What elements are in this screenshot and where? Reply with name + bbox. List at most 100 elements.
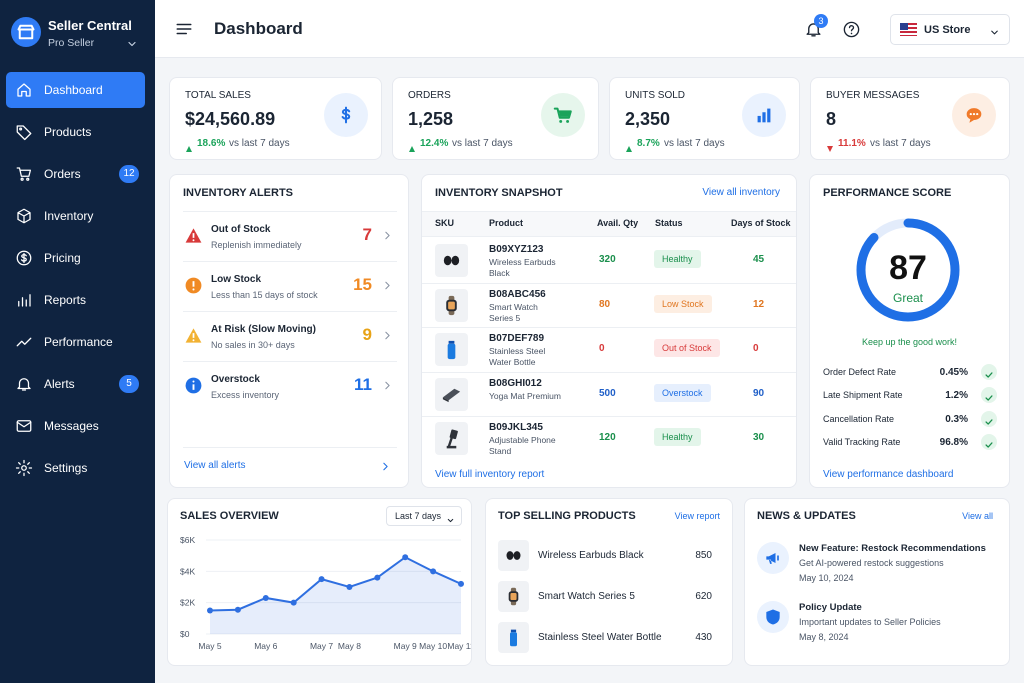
kpi-icon-part (757, 108, 771, 123)
flag-part (900, 23, 917, 36)
metric-check-part (985, 395, 993, 402)
nav-icon-part (17, 83, 31, 97)
status-pill: Out of Stock (654, 339, 720, 357)
kpi-change: 18.6% (197, 138, 226, 149)
nav-icon-part (16, 420, 32, 432)
view-all-alerts[interactable]: View all alerts (184, 460, 246, 471)
menu-button[interactable] (175, 20, 193, 38)
x-tick-label: May 5 (198, 641, 221, 651)
kpi-label: UNITS SOLD (625, 90, 686, 101)
nav-item[interactable]: Pricing (6, 240, 145, 276)
nav-item[interactable]: Orders 12 (6, 156, 145, 192)
product-thumb (435, 422, 468, 455)
nav-item[interactable]: Messages (6, 408, 145, 444)
y-tick-label: $4K (180, 566, 195, 576)
nav-label: Inventory (44, 209, 94, 223)
alert-icon (184, 376, 203, 395)
flag (900, 23, 917, 36)
product-thumb-part (508, 587, 519, 606)
nav-item[interactable]: Alerts 5 (6, 366, 145, 402)
sales-line (209, 556, 462, 612)
metric-label: Valid Tracking Rate (823, 436, 901, 447)
product-thumb (498, 540, 529, 571)
kpi-note: vs last 7 days (870, 138, 931, 149)
range-dropdown[interactable]: Last 7 days (386, 506, 462, 526)
nav-icon-part (16, 420, 32, 432)
alert-subtitle: No sales in 30+ days (211, 340, 295, 350)
news-title[interactable]: New Feature: Restock Recommendations (799, 543, 986, 554)
card-title: SALES OVERVIEW (180, 510, 279, 522)
alert-title: At Risk (Slow Moving) (211, 324, 316, 335)
help-button-part (843, 21, 860, 38)
news-title[interactable]: Policy Update (799, 602, 862, 613)
kpi-card: TOTAL SALES $24,560.89 18.6% vs last 7 days (169, 77, 382, 160)
metric-label: Late Shipment Rate (823, 390, 903, 401)
divider (183, 261, 397, 262)
column-header: Days of Stock (731, 218, 791, 228)
metric-label: Cancellation Rate (823, 413, 895, 424)
chevron-part (385, 281, 390, 290)
nav-label: Pricing (44, 251, 81, 265)
product-name: Stainless Steel Water Bottle (489, 346, 546, 367)
alert-row[interactable]: Overstock Excess inventory 11 (170, 361, 410, 411)
kpi-label: BUYER MESSAGES (826, 90, 920, 101)
menu-button-part (176, 23, 192, 35)
view-report[interactable]: View report (674, 511, 720, 521)
nav-item[interactable]: Settings (6, 450, 145, 486)
header: Dashboard 3 US Store (155, 0, 1024, 58)
brand-chevron-part (128, 41, 136, 47)
view-performance[interactable]: View performance dashboard (823, 469, 954, 480)
nav-icon (15, 123, 33, 141)
menu-button-part (176, 23, 192, 35)
trend-arrow-part (186, 146, 192, 152)
brand-logo-part (17, 24, 35, 40)
trend-arrow (185, 140, 193, 152)
sales-point (402, 554, 409, 561)
chevron (381, 229, 394, 242)
days-of-stock: 45 (753, 254, 765, 265)
divider (183, 361, 397, 362)
nav-item[interactable]: Reports (6, 282, 145, 318)
nav-icon-part (26, 177, 30, 181)
nav-icon-part (16, 250, 32, 266)
alert-row[interactable]: At Risk (Slow Moving) No sales in 30+ day… (170, 311, 410, 361)
kpi-icon (541, 93, 585, 137)
nav-icon-part (16, 337, 32, 347)
sales-point (458, 580, 464, 587)
nav-item[interactable]: Inventory (6, 198, 145, 234)
nav-item[interactable]: Products (6, 114, 145, 150)
brand-logo (11, 17, 41, 47)
view-all-news[interactable]: View all (962, 511, 993, 521)
alert-icon-part (192, 380, 195, 383)
product-thumb (498, 581, 529, 612)
view-full-report[interactable]: View full inventory report (435, 469, 545, 480)
product-thumb (435, 333, 468, 366)
alert-subtitle: Excess inventory (211, 390, 280, 400)
nav-icon-part (15, 459, 33, 477)
nav-item[interactable]: Dashboard (6, 72, 145, 108)
nav-icon-part (16, 125, 32, 141)
nav-icon-part (16, 420, 32, 432)
kpi-icon-part (762, 112, 766, 123)
sales-overview-card: SALES OVERVIEW Last 7 days $0 $2K $4K $6K May … (167, 498, 472, 666)
product-name: Smart Watch Series 5 (538, 591, 635, 602)
nav-label: Alerts (44, 377, 75, 391)
trend-arrow-part (626, 146, 632, 152)
sales-point (207, 607, 213, 614)
sales-point (374, 574, 381, 581)
product-thumb-part (446, 295, 457, 315)
alert-row[interactable]: Low Stock Less than 15 days of stock 15 (170, 261, 410, 311)
brand-subtitle: Pro Seller (48, 37, 95, 49)
days-of-stock: 30 (753, 432, 765, 443)
view-all-inventory[interactable]: View all inventory (702, 187, 780, 198)
help-button[interactable] (842, 20, 861, 39)
kpi-icon-part (341, 106, 351, 124)
alert-row[interactable]: Out of Stock Replenish immediately 7 (170, 211, 410, 261)
performance-card: PERFORMANCE SCORE 87 Great Keep up the good… (809, 174, 1010, 488)
y-tick-label: $6K (180, 535, 195, 545)
store-selector[interactable]: US Store (890, 14, 1010, 45)
nav-item[interactable]: Performance (6, 324, 145, 360)
score-grade: Great (892, 291, 923, 305)
product-thumb (435, 244, 468, 277)
